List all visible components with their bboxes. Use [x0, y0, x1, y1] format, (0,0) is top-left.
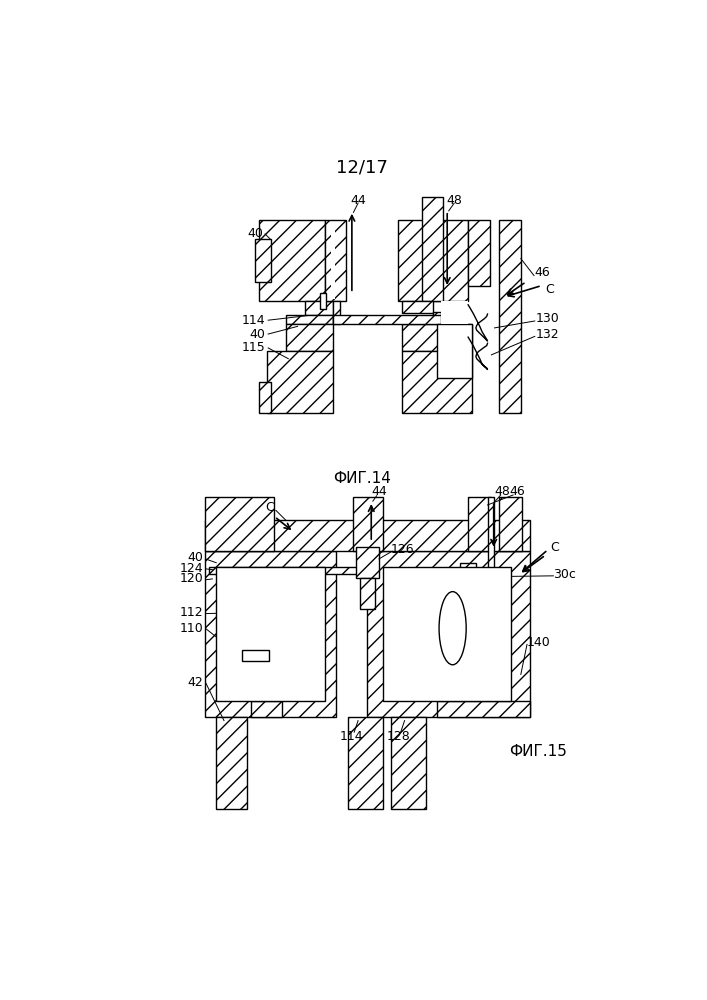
- Text: 40: 40: [187, 551, 203, 564]
- Text: 124: 124: [180, 562, 203, 575]
- Bar: [204, 520, 530, 551]
- Bar: [499, 497, 522, 551]
- Bar: [402, 351, 472, 413]
- Text: 42: 42: [187, 676, 203, 689]
- Bar: [468, 220, 490, 286]
- Text: 110: 110: [180, 622, 203, 635]
- Bar: [259, 382, 271, 413]
- Text: 44: 44: [371, 485, 387, 498]
- Text: 120: 120: [180, 572, 203, 585]
- Bar: [235, 647, 321, 671]
- Text: 130: 130: [535, 312, 559, 325]
- Text: 30c: 30c: [554, 568, 576, 581]
- Bar: [468, 497, 491, 551]
- Text: C: C: [266, 501, 274, 514]
- Bar: [383, 567, 510, 701]
- Text: 40: 40: [249, 328, 265, 341]
- Bar: [267, 351, 332, 413]
- Bar: [391, 717, 426, 809]
- Bar: [368, 551, 530, 717]
- Text: 48: 48: [446, 194, 462, 207]
- Bar: [325, 220, 346, 301]
- Bar: [204, 497, 274, 551]
- Bar: [441, 301, 468, 324]
- Bar: [360, 578, 375, 609]
- Text: 114: 114: [340, 730, 363, 742]
- Bar: [460, 563, 476, 578]
- Text: 115: 115: [241, 341, 265, 354]
- Text: 46: 46: [509, 485, 525, 498]
- Bar: [259, 220, 325, 301]
- Bar: [499, 220, 521, 413]
- Bar: [251, 701, 282, 717]
- Bar: [331, 222, 335, 299]
- Text: C: C: [546, 283, 554, 296]
- Bar: [216, 717, 247, 809]
- Text: 112: 112: [180, 606, 203, 619]
- Bar: [332, 315, 441, 324]
- Bar: [255, 239, 271, 282]
- Bar: [216, 567, 325, 701]
- Bar: [460, 586, 476, 601]
- Text: 128: 128: [387, 730, 410, 742]
- Text: 48: 48: [494, 485, 510, 498]
- Text: 132: 132: [535, 328, 559, 341]
- Bar: [437, 324, 472, 378]
- Bar: [398, 220, 468, 301]
- Bar: [204, 551, 337, 717]
- Bar: [402, 324, 472, 351]
- Text: 140: 140: [527, 636, 551, 649]
- Text: C: C: [550, 541, 559, 554]
- Text: 114: 114: [242, 314, 265, 327]
- Bar: [320, 293, 327, 309]
- Ellipse shape: [439, 592, 466, 665]
- Bar: [286, 324, 332, 351]
- Bar: [332, 301, 340, 324]
- Text: 126: 126: [391, 543, 414, 556]
- Bar: [235, 578, 321, 647]
- Text: 12/17: 12/17: [336, 159, 388, 177]
- Bar: [356, 547, 379, 578]
- Bar: [433, 312, 441, 324]
- Text: 46: 46: [534, 266, 551, 279]
- Bar: [242, 650, 269, 661]
- Bar: [488, 497, 493, 597]
- Bar: [209, 567, 371, 574]
- Bar: [383, 567, 510, 701]
- Bar: [216, 567, 325, 701]
- Bar: [286, 315, 332, 324]
- Bar: [402, 301, 433, 312]
- Bar: [421, 197, 443, 301]
- Text: ФИГ.14: ФИГ.14: [333, 471, 391, 486]
- Bar: [305, 301, 332, 315]
- Bar: [354, 497, 383, 551]
- Bar: [437, 701, 530, 717]
- Text: 40: 40: [247, 227, 263, 240]
- Text: 44: 44: [351, 194, 366, 207]
- Text: ФИГ.15: ФИГ.15: [509, 744, 567, 759]
- Bar: [348, 717, 383, 809]
